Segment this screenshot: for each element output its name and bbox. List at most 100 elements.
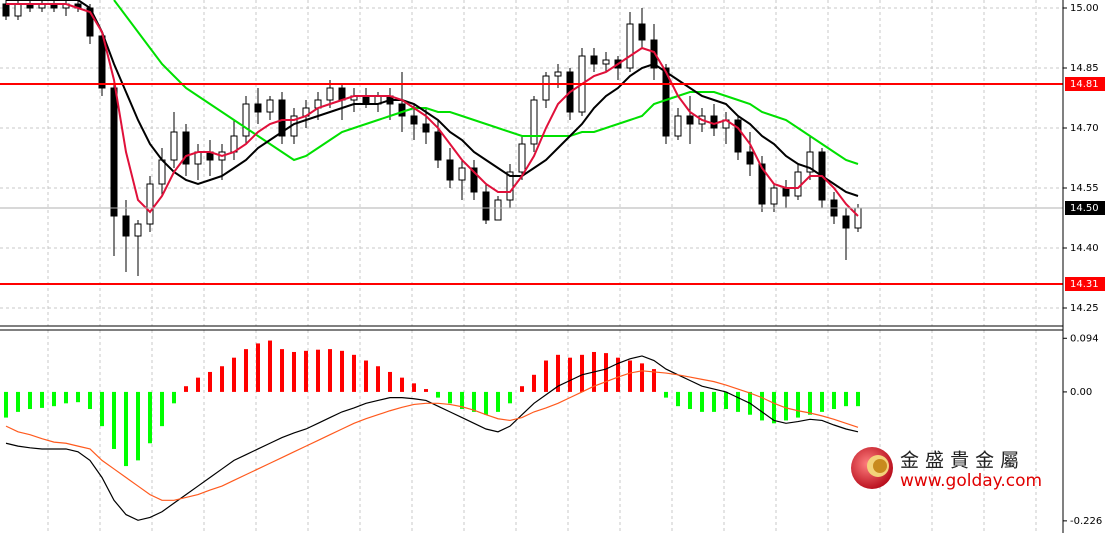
histogram-bar xyxy=(352,354,356,392)
histogram-bar xyxy=(244,349,248,392)
histogram-bar xyxy=(844,391,848,407)
histogram-bar xyxy=(376,366,380,392)
histogram-bar xyxy=(100,391,104,427)
level-tag xyxy=(1065,277,1105,291)
histogram-bar xyxy=(460,391,464,410)
level-tag xyxy=(1065,201,1105,215)
candle-body xyxy=(710,115,718,129)
histogram-bar xyxy=(856,391,860,407)
candle-body xyxy=(2,3,10,17)
candle-body xyxy=(626,23,634,69)
histogram-bar xyxy=(160,391,164,427)
candle-body xyxy=(170,131,178,161)
histogram-bar xyxy=(64,391,68,404)
histogram-bar xyxy=(436,391,440,398)
level-label: 14.50 xyxy=(1070,203,1099,214)
histogram-bar xyxy=(280,349,284,392)
level-label: 14.81 xyxy=(1070,79,1099,90)
histogram-bar xyxy=(4,391,8,418)
candle-body xyxy=(482,191,490,221)
histogram-bar xyxy=(772,391,776,424)
candle-body xyxy=(650,39,658,69)
y-tick-label: 14.40 xyxy=(1070,243,1099,254)
indicator-line xyxy=(6,3,859,217)
histogram-bar xyxy=(232,357,236,392)
histogram-bar xyxy=(760,391,764,421)
candle-body xyxy=(518,143,526,173)
histogram-bar xyxy=(472,391,476,412)
candle-body xyxy=(782,187,790,197)
candle-body xyxy=(494,199,502,221)
candle-body xyxy=(146,183,154,225)
y-tick-label: 0.00 xyxy=(1070,387,1092,398)
candle-body xyxy=(806,151,814,173)
candle-body xyxy=(254,103,262,113)
histogram-bar xyxy=(364,360,368,392)
histogram-bar xyxy=(52,391,56,407)
candle-body xyxy=(854,207,862,229)
histogram-bar xyxy=(328,349,332,392)
histogram-bar xyxy=(388,371,392,392)
histogram-bar xyxy=(484,391,488,415)
watermark: 金 盛 貴 金 屬 www.golday.com xyxy=(851,447,1042,491)
histogram-bar xyxy=(496,391,500,412)
histogram-bar xyxy=(640,363,644,392)
histogram-bar xyxy=(220,366,224,392)
histogram-bar xyxy=(40,391,44,408)
histogram-bar xyxy=(112,391,116,449)
histogram-bar xyxy=(532,374,536,392)
histogram-bar xyxy=(76,391,80,403)
candle-body xyxy=(758,163,766,205)
histogram-bar xyxy=(664,391,668,398)
histogram-bar xyxy=(316,349,320,392)
histogram-bar xyxy=(88,391,92,410)
candle-body xyxy=(638,23,646,41)
histogram-bar xyxy=(448,391,452,404)
histogram-bar xyxy=(712,391,716,412)
histogram-bar xyxy=(628,360,632,392)
histogram-bar xyxy=(652,369,656,392)
histogram-bar xyxy=(700,391,704,412)
candle-body xyxy=(506,171,514,201)
histogram-bar xyxy=(208,371,212,392)
indicator-line xyxy=(113,0,859,165)
candle-body xyxy=(362,95,370,105)
histogram-bar xyxy=(268,340,272,392)
candle-body xyxy=(686,115,694,125)
histogram-bar xyxy=(256,343,260,392)
macd-line xyxy=(5,370,859,501)
histogram-bar xyxy=(784,391,788,421)
candle-body xyxy=(602,59,610,65)
candle-body xyxy=(734,119,742,153)
candle-body xyxy=(542,75,550,101)
histogram-bar xyxy=(172,391,176,404)
candle-body xyxy=(470,167,478,193)
candle-body xyxy=(278,99,286,137)
histogram-bar xyxy=(412,383,416,392)
candle-body xyxy=(446,159,454,181)
histogram-bar xyxy=(676,391,680,407)
histogram-bar xyxy=(688,391,692,410)
watermark-name: 金 盛 貴 金 屬 xyxy=(900,450,1019,472)
axis: 15.00 14.85 14.70 14.55 14.40 14.25 14.81 14.50… xyxy=(1063,3,1105,527)
candle-body xyxy=(110,87,118,217)
candle-body xyxy=(122,215,130,237)
candle-body xyxy=(434,131,442,161)
candle-body xyxy=(674,115,682,137)
candle-body xyxy=(842,215,850,229)
y-tick-label: 14.70 xyxy=(1070,123,1099,134)
histogram-bar xyxy=(796,391,800,418)
y-tick-label: 0.094 xyxy=(1070,333,1099,344)
histogram-bar xyxy=(568,357,572,392)
histogram-bar xyxy=(508,391,512,404)
candle-body xyxy=(326,87,334,101)
histogram-bar xyxy=(16,391,20,412)
level-label: 14.31 xyxy=(1070,279,1099,290)
candle-body xyxy=(590,55,598,65)
candle-body xyxy=(242,103,250,137)
candle-body xyxy=(194,151,202,165)
histogram-bar xyxy=(616,357,620,392)
watermark-url: www.golday.com xyxy=(900,471,1042,491)
